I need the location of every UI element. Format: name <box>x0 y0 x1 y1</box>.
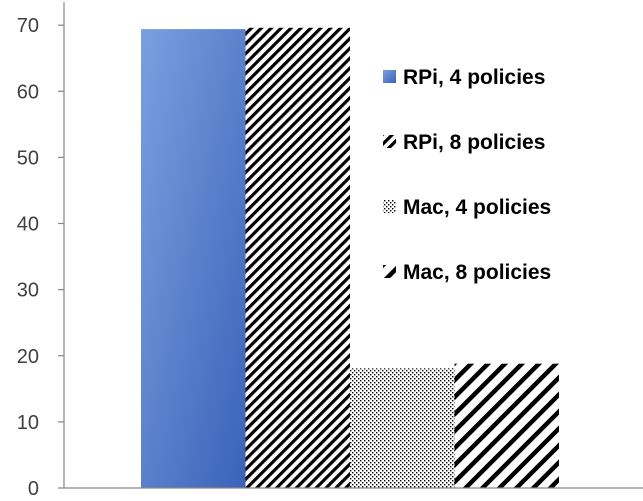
y-axis: 0 10 20 30 40 50 60 70 <box>17 15 39 500</box>
y-tick-label: 50 <box>17 147 39 169</box>
axes <box>58 2 643 489</box>
legend-swatch <box>383 70 396 83</box>
legend-label: Mac, 4 policies <box>403 196 551 219</box>
y-tick-label: 30 <box>17 280 39 302</box>
legend-label: RPi, 4 policies <box>403 66 545 89</box>
legend-swatch <box>383 200 396 213</box>
y-tick-label: 70 <box>17 15 39 37</box>
legend-swatch <box>383 135 396 148</box>
bar-rpi-4-policies <box>141 29 246 489</box>
legend-swatch <box>383 265 396 278</box>
bar-mac-4-policies <box>350 368 455 488</box>
bars <box>141 27 559 489</box>
y-tick-label: 0 <box>28 478 39 500</box>
legend-label: RPi, 8 policies <box>403 131 545 154</box>
y-tick-label: 20 <box>17 346 39 368</box>
legend: RPi, 4 policies RPi, 8 policies Mac, 4 pol… <box>383 66 551 284</box>
y-tick-label: 10 <box>17 412 39 434</box>
y-tick-label: 40 <box>17 214 39 236</box>
y-tick-label: 60 <box>17 81 39 103</box>
bar-rpi-8-policies <box>245 27 350 489</box>
legend-label: Mac, 8 policies <box>403 261 551 284</box>
bar-mac-8-policies <box>454 363 559 488</box>
